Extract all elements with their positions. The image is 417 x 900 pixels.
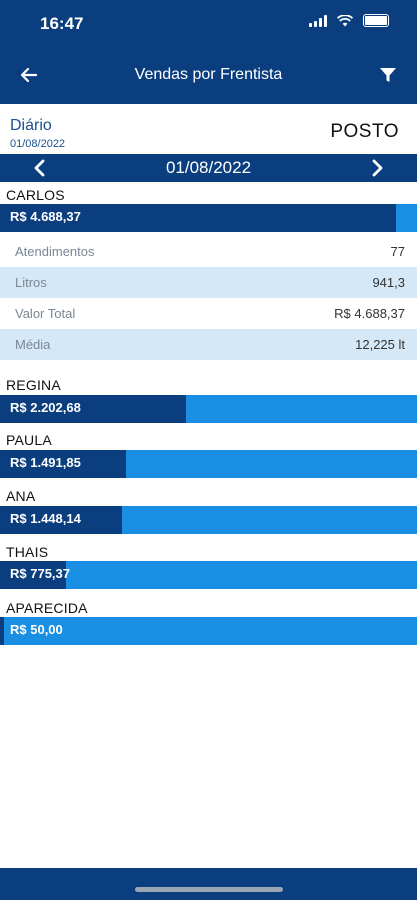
detail-label: Litros [15,275,47,290]
attendant-bar-fill [0,561,66,589]
attendant-amount: R$ 4.688,37 [10,209,81,224]
attendant-name: ANA [6,488,36,504]
previous-date-button[interactable] [28,156,52,180]
attendant-name: THAIS [6,544,49,560]
status-icons [309,14,389,27]
detail-label: Atendimentos [15,244,95,259]
date-navigator: 01/08/2022 [0,154,417,182]
attendant-bar[interactable]: R$ 1.491,85 [0,450,417,478]
attendant-bar-fill [0,506,122,534]
attendant-amount: R$ 2.202,68 [10,400,81,415]
battery-icon [363,14,389,27]
attendant-bar[interactable]: R$ 1.448,14 [0,506,417,534]
next-date-button[interactable] [365,156,389,180]
attendant-amount: R$ 1.448,14 [10,511,81,526]
period-date: 01/08/2022 [10,138,66,150]
detail-value: R$ 4.688,37 [334,306,405,321]
attendant-bar-fill [0,450,126,478]
bottom-bar [0,868,417,900]
attendant-name: PAULA [6,432,52,448]
detail-label: Valor Total [15,306,76,321]
signal-icon [309,14,327,27]
page-title: Vendas por Frentista [134,66,283,83]
wifi-icon [337,14,353,26]
chevron-right-icon [372,159,383,177]
selected-date: 01/08/2022 [165,158,252,177]
attendant-name: REGINA [6,377,61,393]
status-time: 16:47 [40,14,84,33]
chevron-left-icon [34,159,45,177]
attendant-bar-fill [0,204,397,232]
home-indicator[interactable] [135,887,283,892]
attendant-bar-fill [0,395,187,423]
detail-row-valor-total: Valor Total R$ 4.688,37 [0,298,417,329]
attendant-bar[interactable]: R$ 2.202,68 [0,395,417,423]
attendant-amount: R$ 50,00 [10,622,63,637]
attendant-bar[interactable]: R$ 50,00 [0,617,417,645]
arrow-left-icon [20,67,38,83]
app-header: 16:47 Vendas por Frentista [0,0,417,104]
detail-label: Média [15,337,51,352]
detail-row-media: Média 12,225 lt [0,329,417,360]
attendant-bar[interactable]: R$ 775,37 [0,561,417,589]
period-label[interactable]: Diário [10,117,52,134]
back-button[interactable] [16,62,42,88]
station-name[interactable]: POSTO [330,121,399,142]
attendant-name: APARECIDA [6,600,88,616]
detail-value: 77 [390,244,405,259]
attendant-amount: R$ 775,37 [10,566,70,581]
detail-value: 12,225 lt [355,337,405,352]
attendant-bar-fill [0,617,5,645]
detail-row-atendimentos: Atendimentos 77 [0,236,417,267]
attendant-amount: R$ 1.491,85 [10,455,81,470]
detail-row-litros: Litros 941,3 [0,267,417,298]
filter-icon [380,68,396,82]
attendant-bar[interactable]: R$ 4.688,37 [0,204,417,232]
detail-value: 941,3 [372,275,405,290]
filter-button[interactable] [375,62,401,88]
attendant-name: CARLOS [6,187,65,203]
